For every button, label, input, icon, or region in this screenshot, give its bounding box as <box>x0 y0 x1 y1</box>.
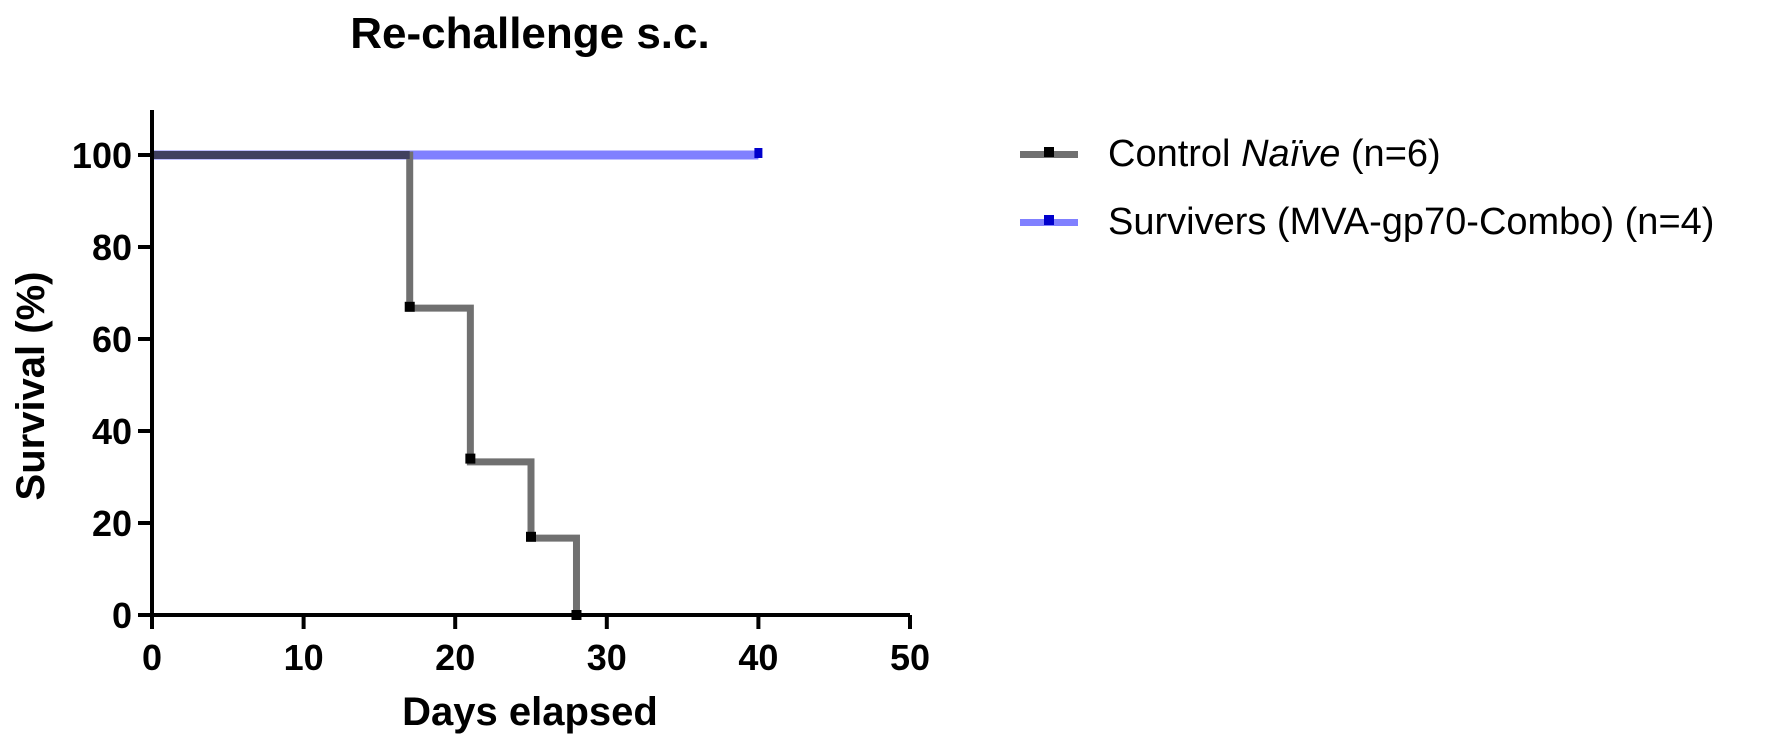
censor-marker-1-0 <box>754 148 763 158</box>
y-tick-label-80: 80 <box>92 227 132 268</box>
legend-label-control-suffix: (n=6) <box>1340 132 1441 175</box>
event-marker-0-2 <box>526 531 536 542</box>
y-axis-label: Survival (%) <box>9 272 53 501</box>
x-tick-label-10: 10 <box>284 637 324 678</box>
legend-swatch-survivers <box>1020 207 1078 237</box>
y-tick-label-60: 60 <box>92 319 132 360</box>
x-tick-label-30: 30 <box>587 637 627 678</box>
legend-label-control: Control Naïve (n=6) <box>1108 133 1441 176</box>
y-tick-label-40: 40 <box>92 411 132 452</box>
legend-marker-control <box>1044 147 1054 157</box>
y-tick-label-20: 20 <box>92 503 132 544</box>
x-tick-label-20: 20 <box>435 637 475 678</box>
y-tick-label-0: 0 <box>112 595 132 636</box>
legend-label-control-prefix: Control <box>1108 132 1242 175</box>
legend-marker-survivers <box>1044 215 1054 225</box>
x-tick-label-50: 50 <box>890 637 930 678</box>
legend-label-control-italic: Naïve <box>1241 132 1341 175</box>
chart-title: Re-challenge s.c. <box>350 9 709 58</box>
y-tick-label-100: 100 <box>72 135 132 176</box>
plot-area: 0 10 20 30 40 50 0 20 40 60 80 100 <box>72 110 930 678</box>
series-line-0 <box>152 151 580 615</box>
x-axis-label: Days elapsed <box>402 690 658 734</box>
event-marker-0-1 <box>465 453 476 464</box>
legend-label-survivers: Survivers (MVA-gp70-Combo) (n=4) <box>1108 201 1714 244</box>
x-tick-label-40: 40 <box>738 637 778 678</box>
legend: Control Naïve (n=6) Survivers (MVA-gp70-… <box>1020 120 1714 256</box>
legend-item-control: Control Naïve (n=6) <box>1020 120 1714 188</box>
legend-item-survivers: Survivers (MVA-gp70-Combo) (n=4) <box>1020 188 1714 256</box>
legend-label-survivers-text: Survivers (MVA-gp70-Combo) (n=4) <box>1108 200 1715 243</box>
x-tick-label-0: 0 <box>142 637 162 678</box>
event-marker-0-0 <box>404 301 415 312</box>
legend-swatch-control <box>1020 139 1078 169</box>
